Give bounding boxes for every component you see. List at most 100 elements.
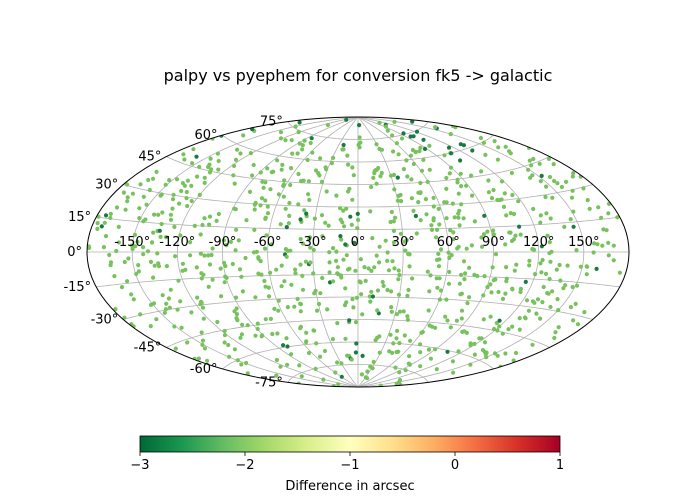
data-point	[148, 324, 153, 329]
data-point	[185, 203, 190, 209]
data-point	[276, 192, 281, 197]
data-point	[425, 269, 430, 274]
data-point	[391, 149, 396, 154]
x-tick-label: 150°	[568, 235, 599, 250]
data-point	[427, 323, 432, 328]
data-point	[159, 221, 164, 227]
data-point	[511, 358, 516, 363]
data-point	[405, 314, 410, 319]
data-point	[500, 331, 505, 336]
data-point	[444, 297, 449, 302]
data-point	[470, 148, 475, 153]
data-point	[550, 195, 555, 200]
data-point	[336, 382, 341, 387]
data-point	[256, 271, 261, 276]
data-point	[198, 232, 203, 237]
data-point	[442, 153, 447, 158]
data-point	[339, 361, 344, 366]
data-point	[199, 276, 204, 281]
y-tick-label: 30°	[95, 178, 118, 193]
data-point	[207, 262, 213, 267]
data-point	[475, 273, 480, 279]
data-point	[411, 134, 416, 139]
data-point	[370, 294, 375, 299]
data-point	[351, 305, 356, 310]
x-tick-label: -120°	[159, 235, 195, 250]
data-point	[396, 349, 401, 354]
data-point	[363, 278, 368, 283]
data-point	[413, 213, 418, 219]
data-point	[509, 170, 514, 176]
data-point	[546, 156, 552, 161]
data-point	[386, 268, 392, 273]
data-point	[437, 297, 442, 302]
data-point	[379, 170, 384, 176]
data-point	[271, 169, 276, 174]
data-point	[336, 272, 341, 277]
data-point	[499, 179, 505, 184]
data-point	[125, 199, 130, 204]
data-point	[275, 158, 280, 163]
data-point	[283, 138, 288, 143]
colorbar: −3 −2 −1 0 1 Difference in arcsec	[130, 435, 564, 494]
data-point	[132, 232, 138, 237]
data-point	[338, 234, 343, 239]
data-point	[418, 364, 423, 369]
data-point	[405, 317, 410, 322]
data-point	[275, 331, 280, 336]
data-point	[571, 209, 576, 214]
data-point	[171, 192, 176, 197]
x-tick-label: -90°	[209, 235, 237, 250]
data-point	[230, 261, 235, 267]
x-tick-label: 90°	[482, 235, 505, 250]
data-point	[489, 196, 495, 201]
data-point	[233, 248, 238, 253]
data-point	[582, 310, 587, 315]
data-point	[307, 197, 312, 203]
data-point	[281, 182, 286, 187]
data-point	[418, 342, 423, 347]
data-point	[146, 177, 151, 183]
data-point	[324, 167, 329, 172]
data-point	[297, 363, 302, 368]
data-point	[114, 248, 119, 254]
data-point	[266, 294, 272, 299]
data-point	[587, 206, 592, 211]
data-point	[344, 206, 349, 211]
data-point	[136, 269, 141, 274]
parallel	[123, 184, 593, 208]
data-point	[385, 287, 390, 293]
data-point	[151, 230, 156, 235]
data-point	[137, 206, 142, 211]
data-point	[200, 342, 205, 347]
data-point	[513, 350, 519, 356]
data-point	[265, 166, 270, 171]
data-point	[450, 359, 455, 364]
data-point	[495, 157, 500, 162]
x-tick-label: -60°	[254, 235, 282, 250]
data-point	[210, 277, 215, 282]
data-point	[510, 192, 515, 198]
data-point	[276, 298, 281, 303]
data-point	[152, 212, 157, 217]
data-point	[592, 241, 597, 246]
data-point	[418, 190, 423, 195]
data-point	[457, 281, 462, 286]
data-point	[293, 267, 298, 272]
data-point	[434, 276, 439, 281]
data-point	[202, 253, 207, 258]
data-point	[252, 207, 257, 212]
data-point	[407, 354, 412, 359]
data-point	[373, 338, 378, 343]
data-point	[163, 307, 168, 312]
data-point	[375, 288, 381, 293]
data-point	[451, 230, 456, 235]
data-point	[209, 252, 214, 258]
data-point	[238, 151, 243, 156]
data-point	[235, 147, 240, 152]
data-point	[95, 221, 100, 226]
data-point	[292, 304, 297, 309]
colorbar-tick-label: −1	[340, 458, 359, 473]
data-point	[366, 266, 371, 271]
data-point	[278, 136, 284, 141]
